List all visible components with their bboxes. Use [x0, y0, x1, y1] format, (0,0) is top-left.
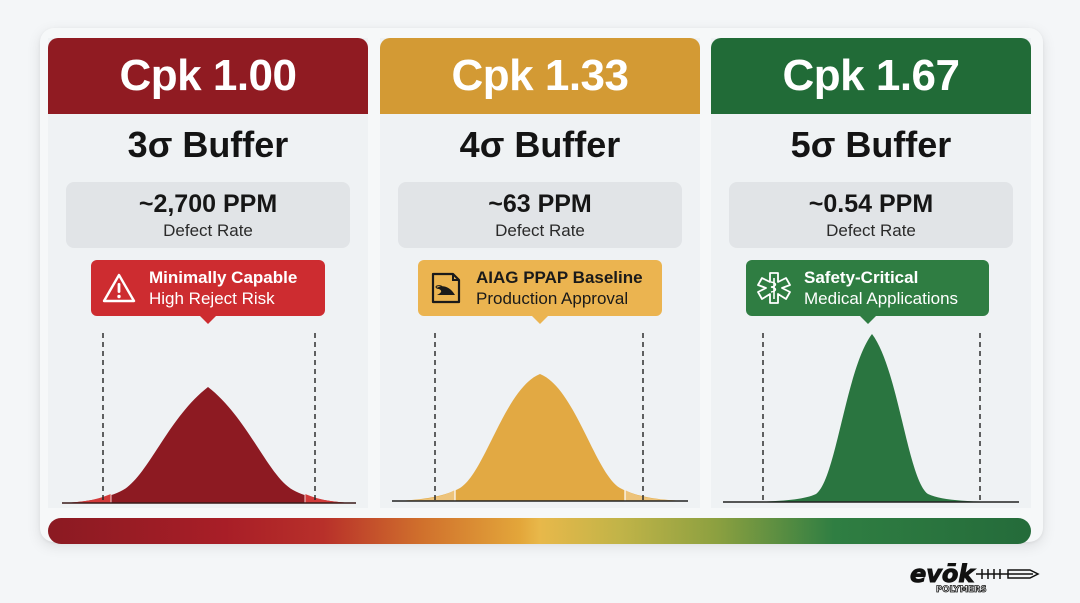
card-cpk-1-00: Cpk 1.00 3σ Buffer ~2,700 PPM Defect Rat… — [48, 38, 368, 508]
document-icon — [428, 270, 464, 306]
badge-title: AIAG PPAP Baseline — [476, 268, 643, 287]
ppm-value: ~2,700 PPM — [138, 190, 278, 218]
badge-subtitle: High Reject Risk — [149, 289, 275, 308]
card-cpk-1-33: Cpk 1.33 4σ Buffer ~63 PPM Defect Rate A… — [380, 38, 700, 508]
capability-badge: Minimally Capable High Reject Risk — [91, 260, 325, 324]
defect-rate-box: ~0.54 PPM Defect Rate — [729, 182, 1013, 248]
distribution-chart — [392, 333, 688, 502]
svg-text:evōk: evōk — [910, 560, 976, 588]
cpk-header: Cpk 1.00 — [48, 38, 368, 114]
ppm-label: Defect Rate — [826, 221, 916, 240]
sigma-buffer-label: 3σ Buffer — [127, 124, 289, 165]
cpk-header: Cpk 1.33 — [380, 38, 700, 114]
distribution-chart — [723, 333, 1019, 503]
badge-title: Safety-Critical — [804, 268, 919, 287]
sigma-buffer-label: 4σ Buffer — [459, 124, 621, 165]
medical-star-of-life-icon — [756, 270, 792, 306]
evok-polymers-logo: evōk POLYMERS — [908, 560, 1048, 595]
capability-badge: AIAG PPAP Baseline Production Approval — [418, 260, 662, 324]
card-cpk-1-67: Cpk 1.67 5σ Buffer ~0.54 PPM Defect Rate… — [711, 38, 1031, 508]
defect-rate-box: ~2,700 PPM Defect Rate — [66, 182, 350, 248]
ppm-value: ~0.54 PPM — [808, 190, 934, 218]
distribution-chart — [62, 333, 356, 504]
badge-subtitle: Medical Applications — [804, 289, 959, 308]
capability-badge: Safety-Critical Medical Applications — [746, 260, 989, 324]
capability-gradient-bar — [48, 518, 1031, 544]
sigma-buffer-label: 5σ Buffer — [790, 124, 952, 165]
badge-title: Minimally Capable — [149, 268, 298, 287]
ppm-value: ~63 PPM — [488, 190, 592, 218]
cpk-header: Cpk 1.67 — [711, 38, 1031, 114]
ppm-label: Defect Rate — [495, 221, 585, 240]
svg-text:POLYMERS: POLYMERS — [936, 585, 987, 594]
badge-subtitle: Production Approval — [476, 289, 629, 308]
ppm-label: Defect Rate — [163, 221, 253, 240]
warning-triangle-icon — [101, 270, 137, 306]
defect-rate-box: ~63 PPM Defect Rate — [398, 182, 682, 248]
